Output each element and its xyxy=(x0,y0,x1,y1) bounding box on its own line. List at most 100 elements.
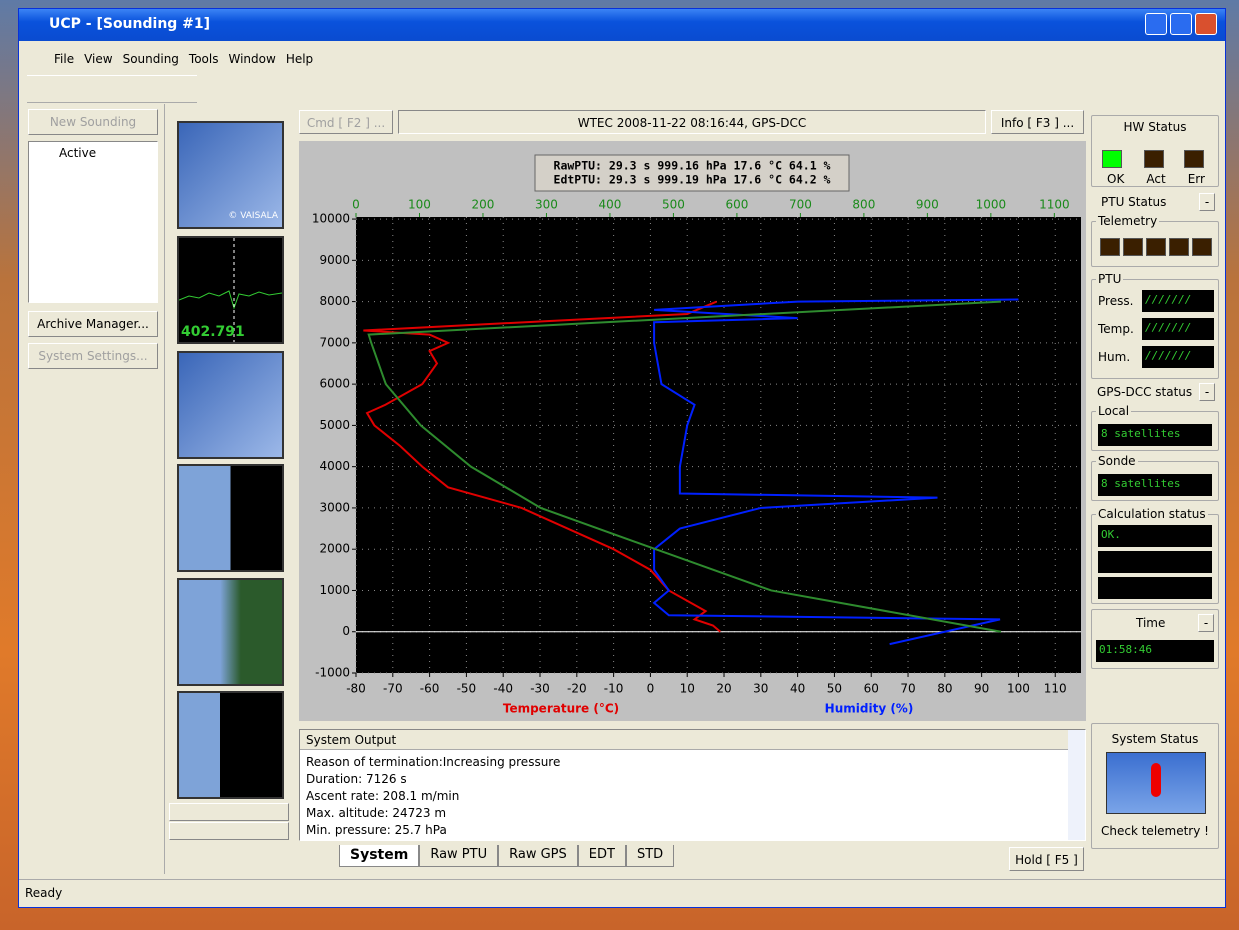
check-telemetry: Check telemetry ! xyxy=(1092,824,1218,838)
system-settings-button[interactable]: System Settings... xyxy=(28,343,158,369)
x-tick-label: 110 xyxy=(1044,682,1067,696)
cmd-button[interactable]: Cmd [ F2 ] ... xyxy=(299,110,393,134)
ptu-group: PTU Press.///////Temp.///////Hum./////// xyxy=(1091,279,1219,379)
sonde-group: Sonde 8 satellites xyxy=(1091,461,1219,501)
thumbnail[interactable]: 402.791 xyxy=(177,236,284,344)
x-tick-label: 50 xyxy=(827,682,842,696)
hw-title: HW Status xyxy=(1092,120,1218,134)
tab[interactable]: Raw PTU xyxy=(419,845,498,867)
status-bar: Ready xyxy=(19,879,1225,907)
y-tick-label: 2000 xyxy=(319,542,350,556)
tab[interactable]: STD xyxy=(626,845,674,867)
x-tick-label: -60 xyxy=(420,682,440,696)
ptu-display: /////// xyxy=(1142,290,1214,312)
tree-item[interactable]: Active xyxy=(59,146,96,160)
output-line: Reason of termination:Increasing pressur… xyxy=(306,754,560,771)
collapse-button[interactable]: - xyxy=(1198,614,1214,632)
x2-tick-label: 100 xyxy=(408,198,431,212)
x2-tick-label: 200 xyxy=(472,198,495,212)
tab[interactable]: Raw GPS xyxy=(498,845,578,867)
sonde-value: 8 satellites xyxy=(1098,474,1212,496)
time-title: Time xyxy=(1136,616,1165,630)
system-output-title: System Output xyxy=(300,730,1068,750)
archive-manager-button[interactable]: Archive Manager... xyxy=(28,311,158,337)
thumbnail[interactable] xyxy=(177,691,284,799)
readout-line: RawPTU: 29.3 s 999.16 hPa 17.6 °C 64.1 % xyxy=(554,159,831,173)
calc-group: Calculation status OK. xyxy=(1091,514,1219,604)
thumbnail[interactable] xyxy=(177,578,284,686)
hold-button[interactable]: Hold [ F5 ] xyxy=(1009,847,1084,871)
y-tick-label: 9000 xyxy=(319,253,350,267)
y-tick-label: 3000 xyxy=(319,500,350,514)
tree-view: Active xyxy=(28,141,158,303)
ptu-row-label: Temp. xyxy=(1098,322,1134,336)
x-tick-label: 10 xyxy=(680,682,695,696)
system-status-icon xyxy=(1106,752,1206,814)
x2-tick-label: 0 xyxy=(352,198,360,212)
sonde-label: Sonde xyxy=(1096,454,1138,468)
title-bar: UCP - [Sounding #1] xyxy=(19,9,1225,41)
x2-tick-label: 300 xyxy=(535,198,558,212)
collapse-button[interactable]: - xyxy=(1199,193,1215,211)
menu-item[interactable]: Sounding xyxy=(123,52,179,72)
menu-item[interactable]: Help xyxy=(286,52,313,72)
toolbar xyxy=(27,75,197,103)
x2-tick-label: 800 xyxy=(852,198,875,212)
x-axis-label-2: Humidity (%) xyxy=(825,702,914,716)
x2-tick-label: 700 xyxy=(789,198,812,212)
tab[interactable]: System xyxy=(339,845,419,867)
led-act xyxy=(1144,150,1164,168)
hw-status: HW Status OKActErr xyxy=(1091,115,1219,187)
led-err xyxy=(1184,150,1204,168)
ptu-display: /////// xyxy=(1142,346,1214,368)
desktop: UCP - [Sounding #1] File View Sounding Tool… xyxy=(0,0,1239,930)
maximize-button[interactable] xyxy=(1170,13,1192,35)
thumbnail[interactable] xyxy=(177,351,284,459)
local-group: Local 8 satellites xyxy=(1091,411,1219,451)
info-button[interactable]: Info [ F3 ] ... xyxy=(991,110,1084,134)
info-text: WTEC 2008-11-22 08:16:44, GPS-DCC xyxy=(398,110,986,134)
scroll-down[interactable] xyxy=(169,822,289,840)
close-button[interactable] xyxy=(1195,13,1217,35)
hw-label: Act xyxy=(1146,172,1165,186)
tab[interactable]: EDT xyxy=(578,845,626,867)
system-status-title: System Status xyxy=(1092,732,1218,746)
x-tick-label: -40 xyxy=(493,682,513,696)
led-ok xyxy=(1102,150,1122,168)
scrollbar[interactable] xyxy=(1068,730,1085,840)
menu-item[interactable]: File xyxy=(54,52,74,72)
scroll-up[interactable] xyxy=(169,803,289,821)
calc-box xyxy=(1098,577,1212,599)
frequency: 402.791 xyxy=(181,324,245,340)
x-tick-label: 90 xyxy=(974,682,989,696)
time-group: Time - 01:58:46 xyxy=(1091,609,1219,669)
new-sounding-button[interactable]: New Sounding xyxy=(28,109,158,135)
telemetry-label: Telemetry xyxy=(1096,214,1159,228)
separator xyxy=(164,104,165,874)
menu-item[interactable]: View xyxy=(84,52,112,72)
output-line: Duration: 7126 s xyxy=(306,771,560,788)
x-tick-label: -10 xyxy=(604,682,624,696)
minimize-button[interactable] xyxy=(1145,13,1167,35)
x-tick-label: 70 xyxy=(900,682,915,696)
x-axis-label: Temperature (°C) xyxy=(503,702,619,716)
local-label: Local xyxy=(1096,404,1131,418)
window: UCP - [Sounding #1] File View Sounding Tool… xyxy=(18,8,1226,908)
thumbnail[interactable] xyxy=(177,464,284,572)
collapse-button[interactable]: - xyxy=(1199,383,1215,401)
y-tick-label: 10000 xyxy=(312,212,350,226)
ptu-row-label: Hum. xyxy=(1098,350,1130,364)
chart: -100001000200030004000500060007000800090… xyxy=(299,141,1086,721)
output-lines: Reason of termination:Increasing pressur… xyxy=(306,754,560,839)
x-tick-label: 30 xyxy=(753,682,768,696)
ptu-label: PTU xyxy=(1096,272,1123,286)
time-value: 01:58:46 xyxy=(1096,640,1214,662)
output-line: Ascent rate: 208.1 m/min xyxy=(306,788,560,805)
x-tick-label: 80 xyxy=(937,682,952,696)
x2-tick-label: 500 xyxy=(662,198,685,212)
menu-item[interactable]: Window xyxy=(228,52,275,72)
menu-item[interactable]: Tools xyxy=(189,52,219,72)
thumbnail[interactable]: © VAISALA xyxy=(177,121,284,229)
